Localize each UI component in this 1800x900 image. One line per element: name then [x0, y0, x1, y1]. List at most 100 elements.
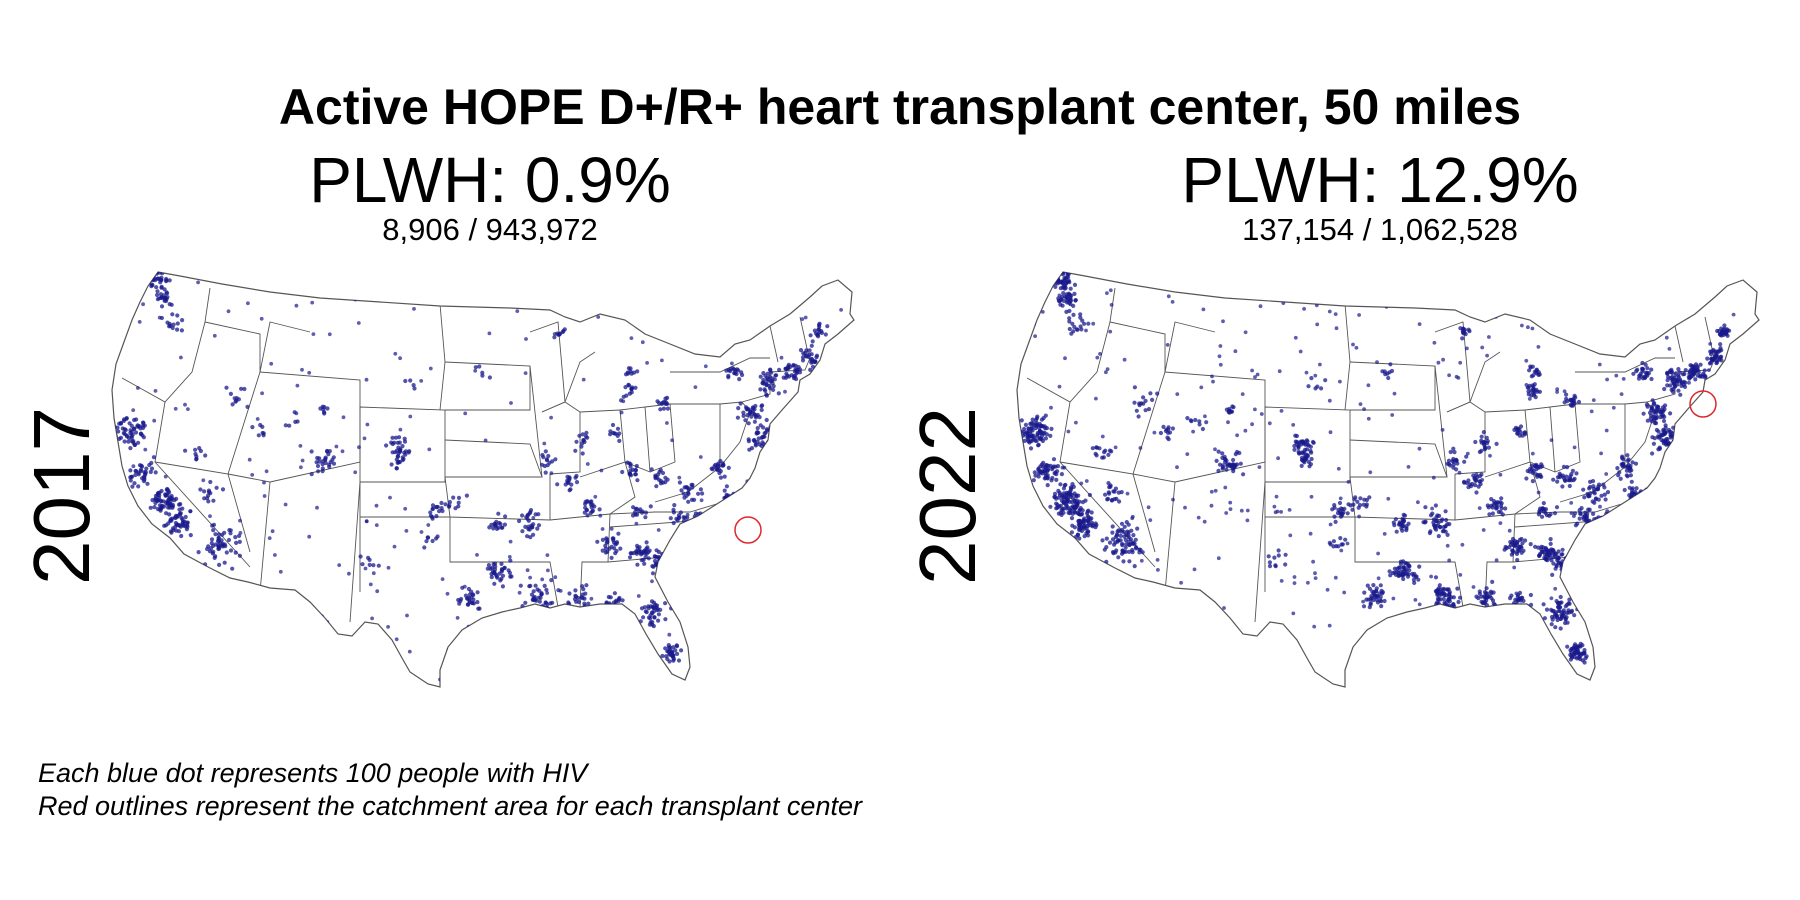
hiv-dot: [629, 336, 634, 340]
hiv-dot: [1424, 669, 1429, 674]
hiv-dot: [1671, 425, 1676, 430]
hiv-dot: [507, 664, 511, 669]
hiv-dot: [320, 462, 325, 467]
hiv-dot: [1311, 559, 1315, 564]
hiv-dot: [1126, 582, 1131, 587]
hiv-dot: [1654, 427, 1659, 433]
hiv-dot: [1354, 294, 1358, 299]
hiv-dot: [481, 677, 485, 682]
hiv-dot: [224, 593, 229, 598]
hiv-dot: [800, 355, 806, 360]
hiv-dot: [183, 514, 188, 520]
hiv-dot: [121, 430, 126, 436]
hiv-dot: [823, 332, 828, 337]
hiv-dot: [1272, 555, 1277, 560]
hiv-dot: [1609, 522, 1614, 527]
hiv-dot: [755, 430, 760, 436]
hiv-dot: [1604, 428, 1609, 433]
hiv-dot: [1135, 526, 1140, 531]
hiv-dot: [129, 429, 134, 435]
hiv-dot: [1619, 515, 1624, 520]
hiv-dot: [1072, 525, 1077, 530]
hiv-dot: [1657, 566, 1661, 570]
transplant-catchment-outline: [1689, 390, 1717, 418]
hiv-dot: [216, 532, 222, 537]
hiv-dot: [402, 439, 408, 444]
hiv-dot: [515, 639, 520, 644]
hiv-dot: [1556, 605, 1561, 610]
hiv-dot: [531, 589, 536, 594]
hiv-dot: [1452, 450, 1457, 455]
hiv-dot: [404, 529, 409, 533]
hiv-dot: [1082, 534, 1087, 539]
hiv-dot: [681, 318, 686, 323]
hiv-dot: [698, 652, 702, 657]
hiv-dot: [222, 530, 227, 535]
hiv-dot: [133, 472, 138, 478]
hiv-dot: [451, 495, 456, 500]
hiv-dot: [676, 516, 681, 521]
hiv-dot: [1361, 604, 1367, 609]
hiv-dot: [1053, 284, 1058, 289]
hiv-dot: [1608, 548, 1613, 553]
hiv-dot: [1565, 465, 1570, 470]
hiv-dot: [533, 605, 538, 610]
hiv-dot: [1607, 547, 1612, 552]
hiv-dot: [223, 579, 227, 584]
hiv-dot: [591, 306, 596, 311]
hiv-dot: [1199, 385, 1204, 390]
hiv-dot: [1529, 463, 1534, 468]
hiv-dot: [671, 658, 676, 663]
hiv-dot: [782, 554, 787, 558]
hiv-dot: [1226, 420, 1230, 425]
hiv-dot: [149, 466, 155, 471]
hiv-dot: [1586, 493, 1591, 498]
hiv-dot: [1327, 540, 1332, 545]
hiv-dot: [1424, 642, 1429, 647]
hiv-dot: [661, 406, 667, 411]
hiv-dot: [722, 474, 727, 479]
hiv-dot: [148, 275, 153, 280]
hiv-dot: [1044, 527, 1049, 532]
hiv-dot: [1053, 274, 1058, 279]
hiv-dot: [1543, 510, 1548, 516]
hiv-dot: [1394, 529, 1399, 534]
hiv-dot: [699, 550, 704, 555]
hiv-dot: [229, 590, 234, 594]
hiv-dot: [1056, 296, 1061, 301]
hiv-dot: [1417, 446, 1422, 451]
hiv-dot: [1555, 390, 1559, 394]
hiv-dot: [1748, 553, 1753, 557]
hiv-dot: [668, 651, 673, 657]
hiv-dot: [1621, 377, 1626, 381]
hiv-dot: [523, 524, 528, 529]
hiv-dot: [1114, 533, 1119, 538]
hiv-dot: [617, 595, 622, 601]
hiv-dot: [1066, 429, 1071, 434]
hiv-dot: [1523, 604, 1528, 609]
hiv-dot: [730, 496, 735, 501]
hiv-dot: [657, 564, 662, 570]
hiv-dot: [1139, 558, 1144, 563]
hiv-dot: [1054, 477, 1059, 482]
hiv-dot: [1389, 368, 1395, 374]
hiv-dot: [1567, 597, 1572, 602]
hiv-dot: [118, 420, 124, 425]
hiv-dot: [1568, 402, 1573, 407]
hiv-dot: [1722, 323, 1727, 328]
hiv-dot: [589, 596, 594, 601]
hiv-dot: [643, 548, 649, 553]
hiv-dot: [140, 425, 146, 431]
hiv-dot: [573, 448, 578, 453]
hiv-dot: [509, 574, 514, 579]
hiv-dot: [1570, 551, 1575, 556]
state-border: [644, 403, 676, 473]
hiv-dot: [1739, 526, 1744, 531]
hiv-dot: [1661, 418, 1667, 424]
hiv-dot: [1629, 479, 1634, 484]
hiv-dot: [1121, 559, 1126, 564]
hiv-dot: [401, 456, 406, 462]
hiv-dot: [1524, 383, 1529, 387]
hiv-dot: [1231, 469, 1236, 474]
hiv-dot: [1041, 431, 1046, 436]
